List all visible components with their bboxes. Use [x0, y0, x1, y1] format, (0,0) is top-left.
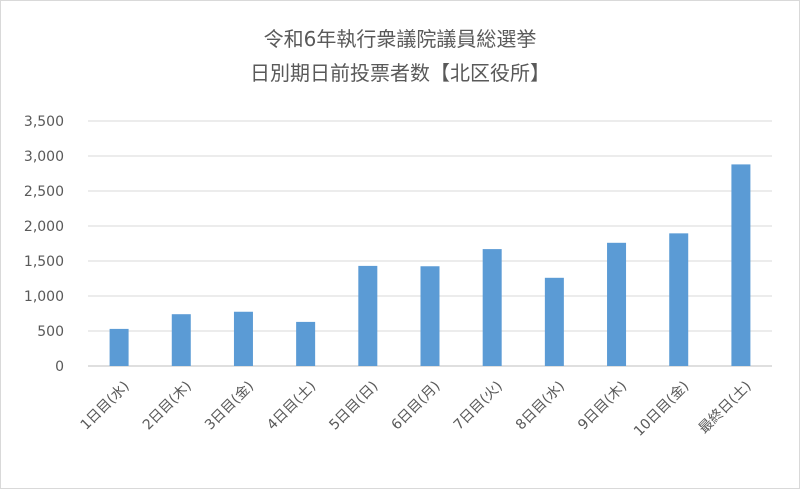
bar	[296, 321, 316, 366]
x-tick-label: 最終日(土)	[696, 378, 755, 437]
bar	[109, 328, 129, 366]
y-tick-label: 3,000	[24, 149, 64, 165]
bar	[358, 265, 378, 366]
bar	[420, 266, 440, 366]
bar	[171, 314, 191, 366]
bar	[607, 242, 627, 366]
bar	[669, 233, 689, 366]
chart-title-line-2: 日別期日前投票者数【北区役所】	[250, 61, 550, 85]
x-axis-tick-labels: 1日目(水) 2日目(木) 3日目(金) 4日目(土) 5日目(日) 6日目(月) 7日目(…	[78, 378, 755, 439]
bar	[482, 249, 502, 366]
y-tick-label: 0	[55, 359, 64, 375]
bar	[731, 164, 751, 366]
x-tick-label: 4日目(土)	[264, 378, 319, 433]
bars	[109, 164, 751, 366]
bar	[544, 277, 564, 366]
bar	[233, 311, 253, 366]
y-tick-label: 1,000	[24, 289, 64, 305]
x-tick-label: 9日目(木)	[575, 378, 630, 433]
x-tick-label: 6日目(月)	[389, 378, 444, 433]
y-axis-tick-labels: 0 500 1,000 1,500 2,000 2,500 3,000 3,500	[24, 114, 64, 375]
y-tick-label: 1,500	[24, 254, 64, 270]
y-tick-label: 2,000	[24, 219, 64, 235]
y-tick-label: 3,500	[24, 114, 64, 130]
x-tick-label: 3日目(金)	[202, 378, 257, 433]
x-tick-label: 5日目(日)	[326, 378, 381, 433]
chart-title-line-1: 令和6年執行衆議院議員総選挙	[263, 27, 537, 51]
y-tick-label: 2,500	[24, 184, 64, 200]
x-tick-label: 7日目(火)	[451, 378, 506, 433]
x-tick-label: 10日目(金)	[631, 378, 692, 439]
x-tick-label: 2日目(木)	[140, 378, 195, 433]
y-tick-label: 500	[37, 324, 64, 340]
chart-title: 令和6年執行衆議院議員総選挙 日別期日前投票者数【北区役所】	[0, 22, 800, 90]
x-tick-label: 8日目(水)	[513, 378, 568, 433]
x-tick-label: 1日目(水)	[78, 378, 133, 433]
